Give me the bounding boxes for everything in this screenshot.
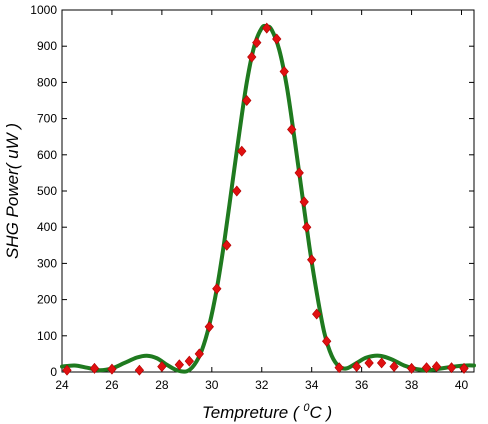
data-point bbox=[262, 22, 272, 34]
x-tick-label: 24 bbox=[55, 378, 69, 392]
data-point bbox=[184, 355, 194, 367]
data-point bbox=[157, 361, 167, 373]
data-point bbox=[299, 196, 309, 208]
x-tick-label: 30 bbox=[205, 378, 219, 392]
data-point bbox=[62, 364, 72, 376]
data-point bbox=[446, 362, 457, 374]
data-point bbox=[107, 363, 117, 375]
data-point bbox=[364, 357, 374, 369]
data-point bbox=[194, 348, 204, 360]
x-tick-label: 36 bbox=[355, 378, 369, 392]
data-point bbox=[287, 123, 297, 135]
y-tick-label: 100 bbox=[37, 329, 57, 343]
y-tick-label: 900 bbox=[37, 39, 57, 53]
y-tick-label: 1000 bbox=[30, 3, 57, 17]
x-tick-label: 40 bbox=[455, 378, 469, 392]
data-point bbox=[302, 221, 312, 233]
y-tick-label: 0 bbox=[50, 365, 57, 379]
x-tick-label: 38 bbox=[405, 378, 419, 392]
data-point bbox=[252, 37, 262, 49]
data-point bbox=[322, 335, 332, 347]
data-point bbox=[376, 357, 387, 369]
y-axis-title: SHG Power( uW ) bbox=[3, 123, 22, 259]
data-point bbox=[389, 361, 399, 373]
data-point bbox=[334, 362, 344, 374]
y-tick-label: 800 bbox=[37, 75, 57, 89]
data-point bbox=[247, 51, 257, 63]
data-point bbox=[212, 283, 222, 295]
data-point bbox=[421, 362, 432, 374]
plot-area bbox=[61, 9, 475, 373]
data-point bbox=[222, 239, 232, 251]
x-tick-label: 26 bbox=[105, 378, 119, 392]
data-point bbox=[351, 361, 362, 373]
y-tick-label: 300 bbox=[37, 256, 57, 270]
data-point bbox=[406, 362, 417, 374]
data-point bbox=[204, 321, 214, 333]
data-point bbox=[312, 308, 322, 320]
data-point bbox=[272, 33, 282, 45]
x-tick-label: 34 bbox=[305, 378, 319, 392]
y-tick-label: 700 bbox=[37, 112, 57, 126]
y-tick-label: 600 bbox=[37, 148, 57, 162]
data-points-layer bbox=[62, 22, 469, 376]
data-point bbox=[431, 361, 442, 373]
data-point bbox=[232, 185, 242, 197]
data-point bbox=[307, 254, 317, 266]
data-point bbox=[174, 359, 185, 371]
data-point bbox=[89, 362, 100, 374]
y-tick-label: 400 bbox=[37, 220, 57, 234]
data-point bbox=[134, 364, 145, 376]
axis-ticks: 24 26 28 30 32 34 36 38 400100200300400500600700… bbox=[30, 3, 474, 392]
x-tick-label: 28 bbox=[155, 378, 169, 392]
data-point bbox=[237, 145, 247, 157]
x-tick-label: 32 bbox=[255, 378, 269, 392]
data-point bbox=[242, 95, 252, 106]
data-point bbox=[459, 362, 469, 374]
y-tick-label: 500 bbox=[37, 184, 57, 198]
y-tick-label: 200 bbox=[37, 293, 57, 307]
x-axis-title: Tempreture ( 0C ) bbox=[202, 402, 332, 422]
data-point bbox=[294, 167, 304, 179]
data-point bbox=[279, 66, 289, 78]
